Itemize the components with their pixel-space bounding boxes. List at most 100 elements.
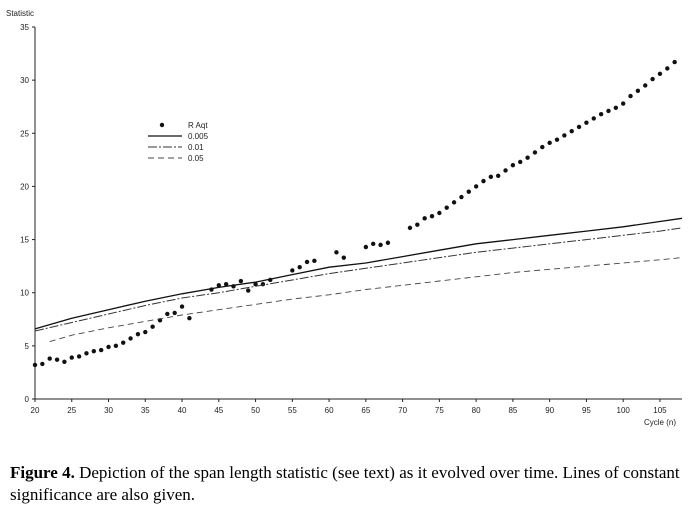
x-tick-label: 85 [508, 406, 517, 415]
data-point [429, 213, 435, 219]
data-point [598, 111, 604, 117]
data-point [290, 268, 295, 273]
data-point [422, 216, 427, 221]
series-3-line [49, 257, 683, 343]
data-point [665, 66, 670, 71]
x-tick-label: 95 [582, 406, 591, 415]
data-point [297, 265, 302, 270]
data-point [620, 101, 626, 106]
data-point [591, 116, 596, 121]
data-point [650, 76, 655, 82]
data-point [385, 240, 391, 245]
data-point [216, 283, 222, 288]
data-point [466, 189, 471, 194]
y-tick-label: 5 [25, 342, 30, 351]
data-point [540, 144, 545, 150]
data-point [143, 329, 148, 335]
data-point [532, 150, 538, 155]
data-point [341, 255, 346, 260]
data-point [312, 258, 317, 264]
y-tick-label: 35 [20, 23, 29, 32]
data-point [76, 354, 82, 359]
data-point [98, 347, 104, 353]
data-point [121, 340, 126, 345]
data-point [378, 242, 383, 248]
data-point [518, 159, 523, 165]
x-tick-label: 65 [361, 406, 370, 415]
data-point [451, 200, 457, 205]
data-point [238, 278, 244, 284]
data-point [69, 355, 74, 360]
legend-label: R Aqt [188, 121, 208, 130]
data-point [84, 351, 89, 356]
data-point [510, 162, 516, 168]
y-tick-label: 25 [20, 129, 29, 138]
x-tick-label: 45 [214, 406, 223, 415]
plot-area: 0 5 10 15 20 25 30 35 20 25 30 35 40 45 50 55 60 65 70 75 80… [20, 23, 683, 415]
x-tick-label: 105 [653, 406, 667, 415]
data-point [503, 168, 508, 173]
data-point [672, 59, 677, 65]
data-point [165, 311, 170, 317]
legend-label: 0.01 [188, 143, 204, 152]
data-point [113, 343, 119, 349]
data-point [473, 184, 479, 189]
data-point [179, 304, 185, 309]
x-tick-label: 40 [178, 406, 187, 415]
caption-text: Depiction of the span length statistic (… [10, 463, 680, 504]
x-tick-label: 80 [472, 406, 481, 415]
y-tick-label: 15 [20, 236, 29, 245]
legend-label: 0.005 [188, 132, 209, 141]
data-point [415, 222, 420, 227]
span-length-chart: Statistic 0 5 10 15 20 25 30 35 20 25 30 35 40 45 50 55… [6, 9, 683, 427]
data-point [554, 137, 560, 142]
x-tick-label: 90 [545, 406, 554, 415]
y-axis-title: Statistic [6, 9, 34, 18]
data-point [643, 83, 648, 88]
data-point [54, 357, 60, 362]
caption-label: Figure 4. [10, 463, 75, 482]
x-axis-title: Cycle (n) [644, 418, 676, 427]
data-point [128, 336, 133, 341]
data-point [488, 174, 494, 180]
data-point [437, 210, 442, 216]
x-tick-label: 50 [251, 406, 260, 415]
series-1-line [34, 217, 683, 330]
figure-caption: Figure 4. Depiction of the span length s… [10, 462, 685, 506]
data-point [106, 344, 111, 350]
data-point [47, 356, 52, 361]
data-point [253, 282, 258, 287]
data-point [657, 71, 663, 76]
data-point [635, 88, 641, 93]
data-point [32, 362, 38, 368]
x-tick-label: 60 [325, 406, 334, 415]
data-point [576, 124, 582, 130]
data-point [481, 178, 486, 184]
data-point [444, 205, 449, 210]
data-point [613, 105, 619, 110]
data-point [223, 282, 229, 287]
data-point [150, 324, 155, 329]
data-point [334, 250, 339, 255]
y-tick-label: 0 [25, 395, 30, 404]
legend: R Aqt 0.005 0.01 0.05 [148, 121, 209, 163]
y-tick-label: 10 [20, 289, 29, 298]
data-point [547, 140, 552, 146]
data-point [628, 93, 633, 99]
data-point [569, 128, 574, 134]
data-point [407, 225, 413, 231]
series-2-line [34, 227, 683, 332]
y-tick-label: 30 [20, 76, 29, 85]
data-point [495, 173, 501, 178]
data-point [371, 241, 376, 247]
data-point [459, 194, 464, 200]
x-tick-label: 70 [398, 406, 407, 415]
data-point [562, 133, 567, 138]
data-point [62, 359, 67, 364]
x-tick-label: 35 [141, 406, 150, 415]
data-point [363, 244, 369, 250]
data-point [304, 259, 310, 265]
data-point [172, 310, 177, 316]
data-point [246, 288, 251, 293]
x-tick-label: 30 [104, 406, 113, 415]
